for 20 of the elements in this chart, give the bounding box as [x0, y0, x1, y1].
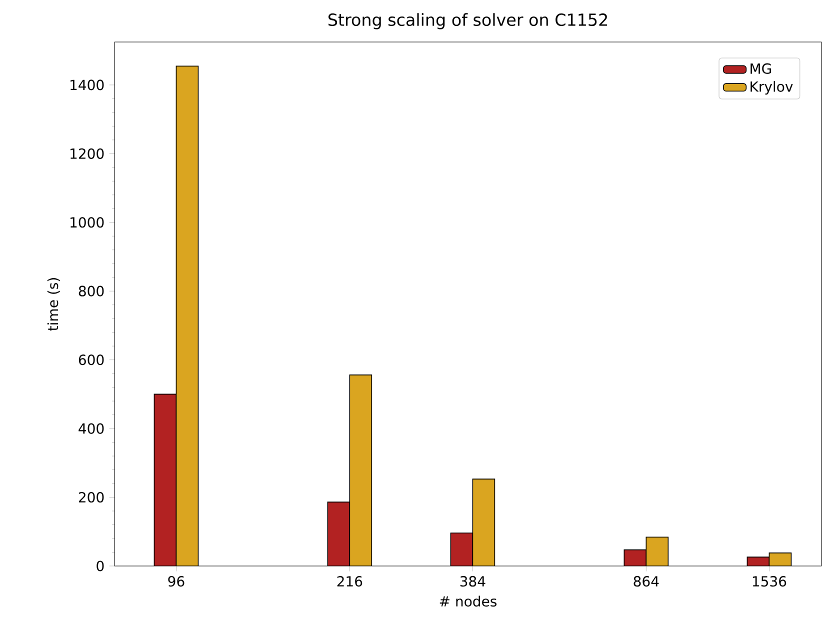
- y-tick-label: 200: [78, 492, 104, 503]
- x-tick-label: 1536: [752, 576, 786, 587]
- x-tick-label: 216: [337, 576, 362, 587]
- y-tick-label: 1000: [70, 217, 104, 228]
- y-tick-label: 400: [78, 423, 104, 434]
- x-tick-label: 96: [168, 576, 184, 587]
- x-axis-title: # nodes: [440, 596, 497, 607]
- y-tick-label: 600: [78, 354, 104, 366]
- y-tick-label: 0: [96, 560, 104, 572]
- bar: [154, 394, 177, 566]
- x-tick-label: 384: [460, 576, 486, 587]
- x-tick-label: 864: [634, 576, 659, 587]
- y-tick-label: 1400: [70, 80, 104, 90]
- chart-title: Strong scaling of solver on C1152: [328, 13, 607, 30]
- bar: [450, 532, 474, 566]
- legend-label: MG: [750, 63, 772, 74]
- y-tick-label: 800: [78, 286, 104, 296]
- legend-label: Krylov: [750, 81, 793, 95]
- y-axis-title: time (s): [47, 278, 60, 331]
- y-tick-label: 1200: [70, 148, 104, 159]
